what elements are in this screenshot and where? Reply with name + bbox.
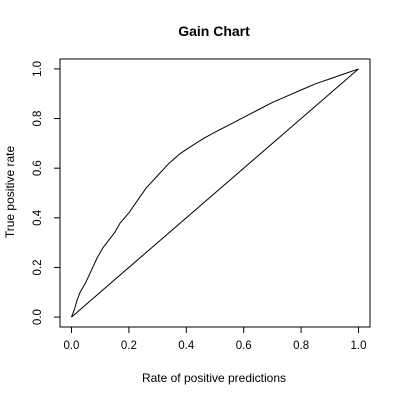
y-tick-label: 1.0 — [32, 61, 44, 77]
y-tick-label: 0.2 — [32, 259, 44, 275]
y-axis-label: True positive rate — [3, 146, 17, 239]
series-layer — [71, 68, 359, 318]
gain-curve — [71, 68, 359, 318]
x-tick-label: 0.6 — [236, 340, 252, 352]
y-tick-label: 0.0 — [32, 309, 44, 325]
x-tick-label: 0.0 — [63, 340, 79, 352]
x-tick-label: 0.2 — [121, 340, 137, 352]
diagonal-reference-line — [71, 68, 359, 318]
x-axis: 0.0 0.2 0.4 0.6 0.8 1.0 — [63, 327, 367, 352]
x-axis-label: Rate of positive predictions — [142, 371, 286, 385]
x-tick-label: 1.0 — [351, 340, 367, 352]
plot-frame — [59, 58, 371, 328]
y-tick-label: 0.8 — [32, 111, 44, 127]
x-tick-label: 0.8 — [293, 340, 309, 352]
chart-title: Gain Chart — [178, 23, 250, 39]
y-axis: 0.0 0.2 0.4 0.6 0.8 1.0 — [32, 61, 60, 325]
y-tick-label: 0.6 — [32, 160, 44, 176]
x-tick-label: 0.4 — [178, 340, 195, 352]
y-tick-label: 0.4 — [32, 209, 44, 226]
